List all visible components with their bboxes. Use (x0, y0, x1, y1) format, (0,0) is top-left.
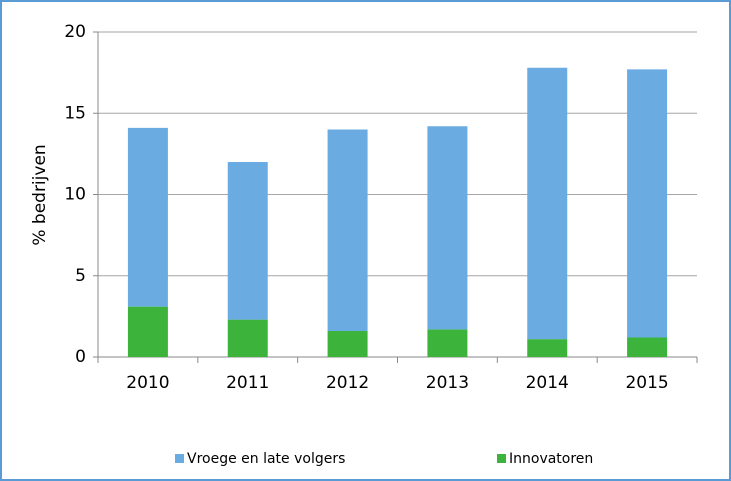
bar-segment (127, 306, 168, 357)
bar-segment (127, 127, 168, 307)
legend-swatch (175, 454, 184, 463)
x-tick-label: 2010 (126, 373, 169, 393)
bar-segment (527, 67, 568, 340)
bar-segment (427, 126, 468, 330)
x-tick-label: 2011 (226, 373, 269, 393)
bar-segment (327, 129, 368, 331)
x-tick-label: 2015 (625, 373, 668, 393)
bar-segment (327, 331, 368, 357)
x-tick-label: 2012 (326, 373, 369, 393)
y-tick-label: 0 (75, 347, 86, 367)
bar-segment (227, 319, 268, 357)
y-tick-label: 10 (64, 185, 86, 205)
bar-segment (627, 69, 668, 338)
legend-label: Vroege en late volgers (187, 451, 345, 467)
x-tick-label: 2014 (526, 373, 569, 393)
y-axis-label: % bedrijven (30, 144, 50, 245)
legend-swatch (497, 454, 506, 463)
legend-label: Innovatoren (509, 451, 593, 467)
bar-segment (227, 162, 268, 320)
bar-segment (527, 339, 568, 357)
y-tick-label: 5 (75, 266, 86, 286)
y-tick-label: 20 (64, 22, 86, 42)
y-tick-label: 15 (64, 103, 86, 123)
bar-segment (427, 329, 468, 357)
bar-segment (627, 337, 668, 357)
x-tick-label: 2013 (426, 373, 469, 393)
